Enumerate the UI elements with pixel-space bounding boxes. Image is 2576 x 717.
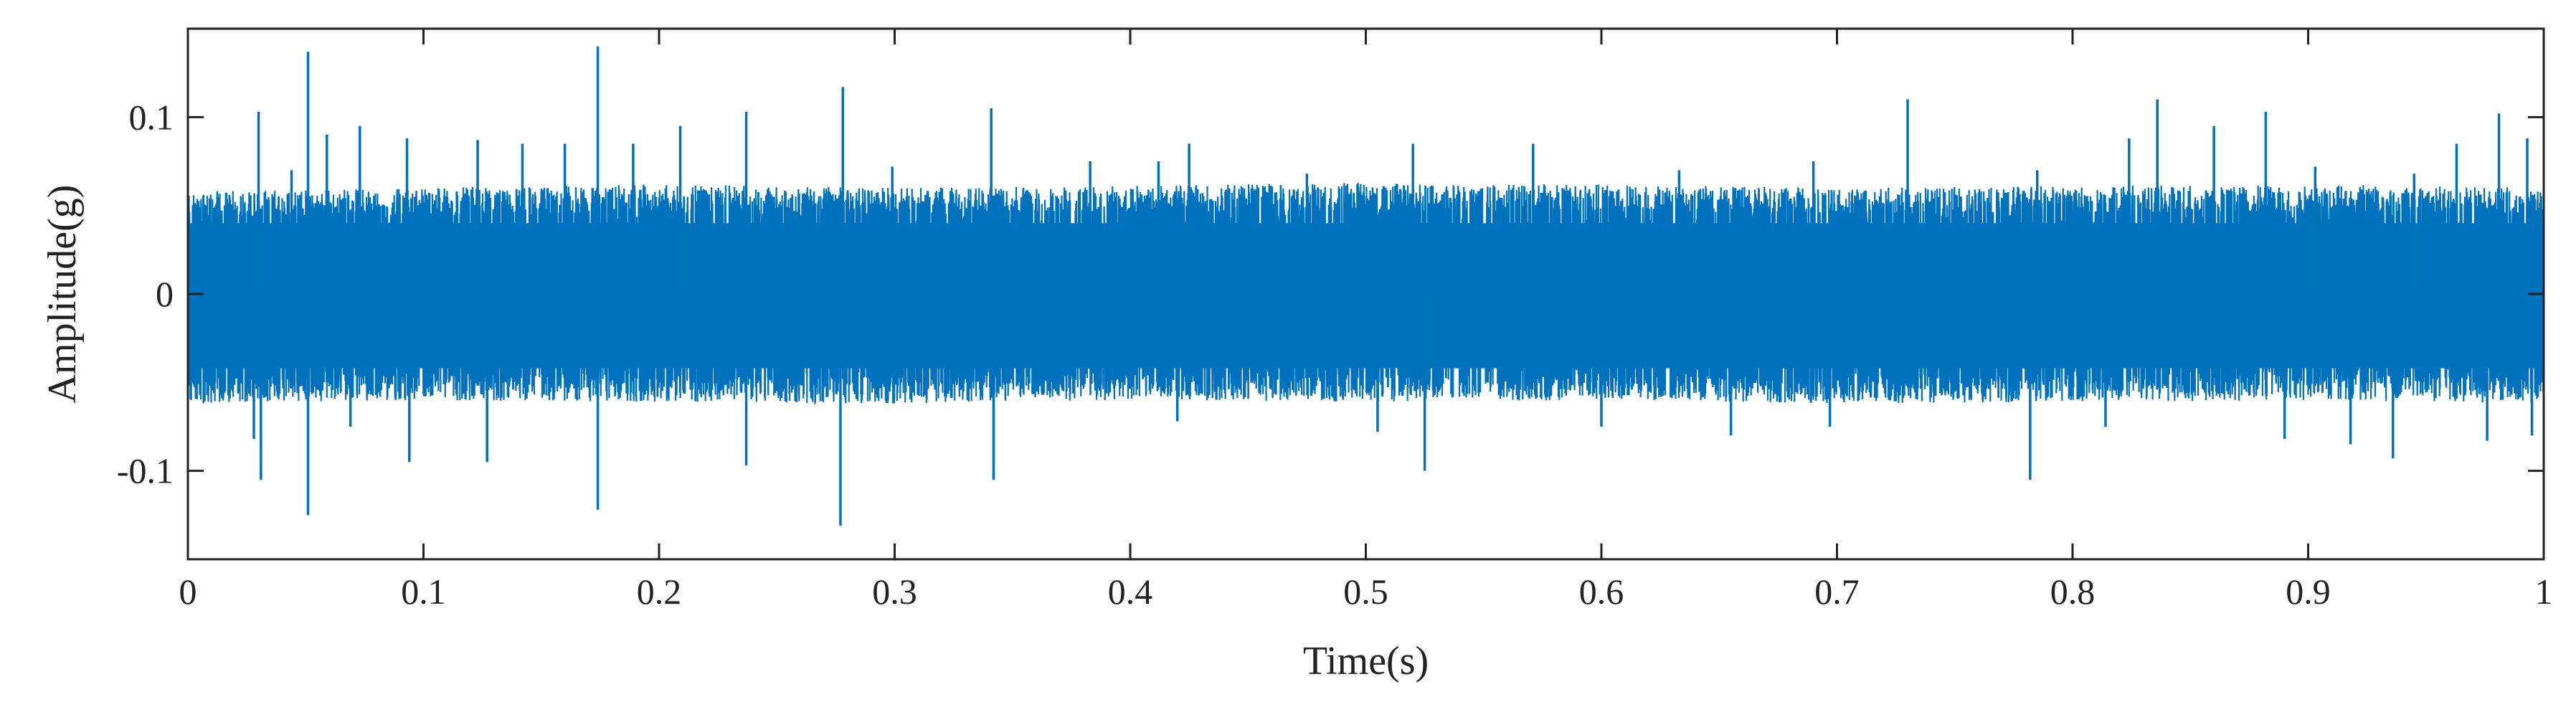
signal-core [188,223,2544,369]
x-tick-label: 0.9 [2286,571,2331,612]
x-tick-label: 0.4 [1108,571,1153,612]
y-tick-label: 0.1 [129,97,174,137]
x-axis-ticks: 0 0.1 0.2 0.3 0.4 0.5 0.6 0.7 0.8 0.9 1 [179,29,2553,612]
x-tick-label: 0.6 [1579,571,1624,612]
x-tick-label: 0.5 [1343,571,1388,612]
y-tick-label: 0 [156,274,174,314]
y-tick-label: -0.1 [117,451,174,491]
x-tick-label: 0.1 [401,571,446,612]
y-axis-ticks: -0.1 0 0.1 [117,97,2544,491]
x-tick-label: 0 [179,571,197,612]
x-tick-label: 0.3 [872,571,917,612]
x-tick-label: 0.7 [1814,571,1860,612]
x-axis-label: Time(s) [1303,639,1429,683]
x-tick-label: 0.8 [2050,571,2096,612]
y-axis-label: Amplitude(g) [40,185,85,404]
x-tick-label: 1 [2535,571,2553,612]
signal-trace [188,46,2544,526]
x-tick-label: 0.2 [637,571,682,612]
